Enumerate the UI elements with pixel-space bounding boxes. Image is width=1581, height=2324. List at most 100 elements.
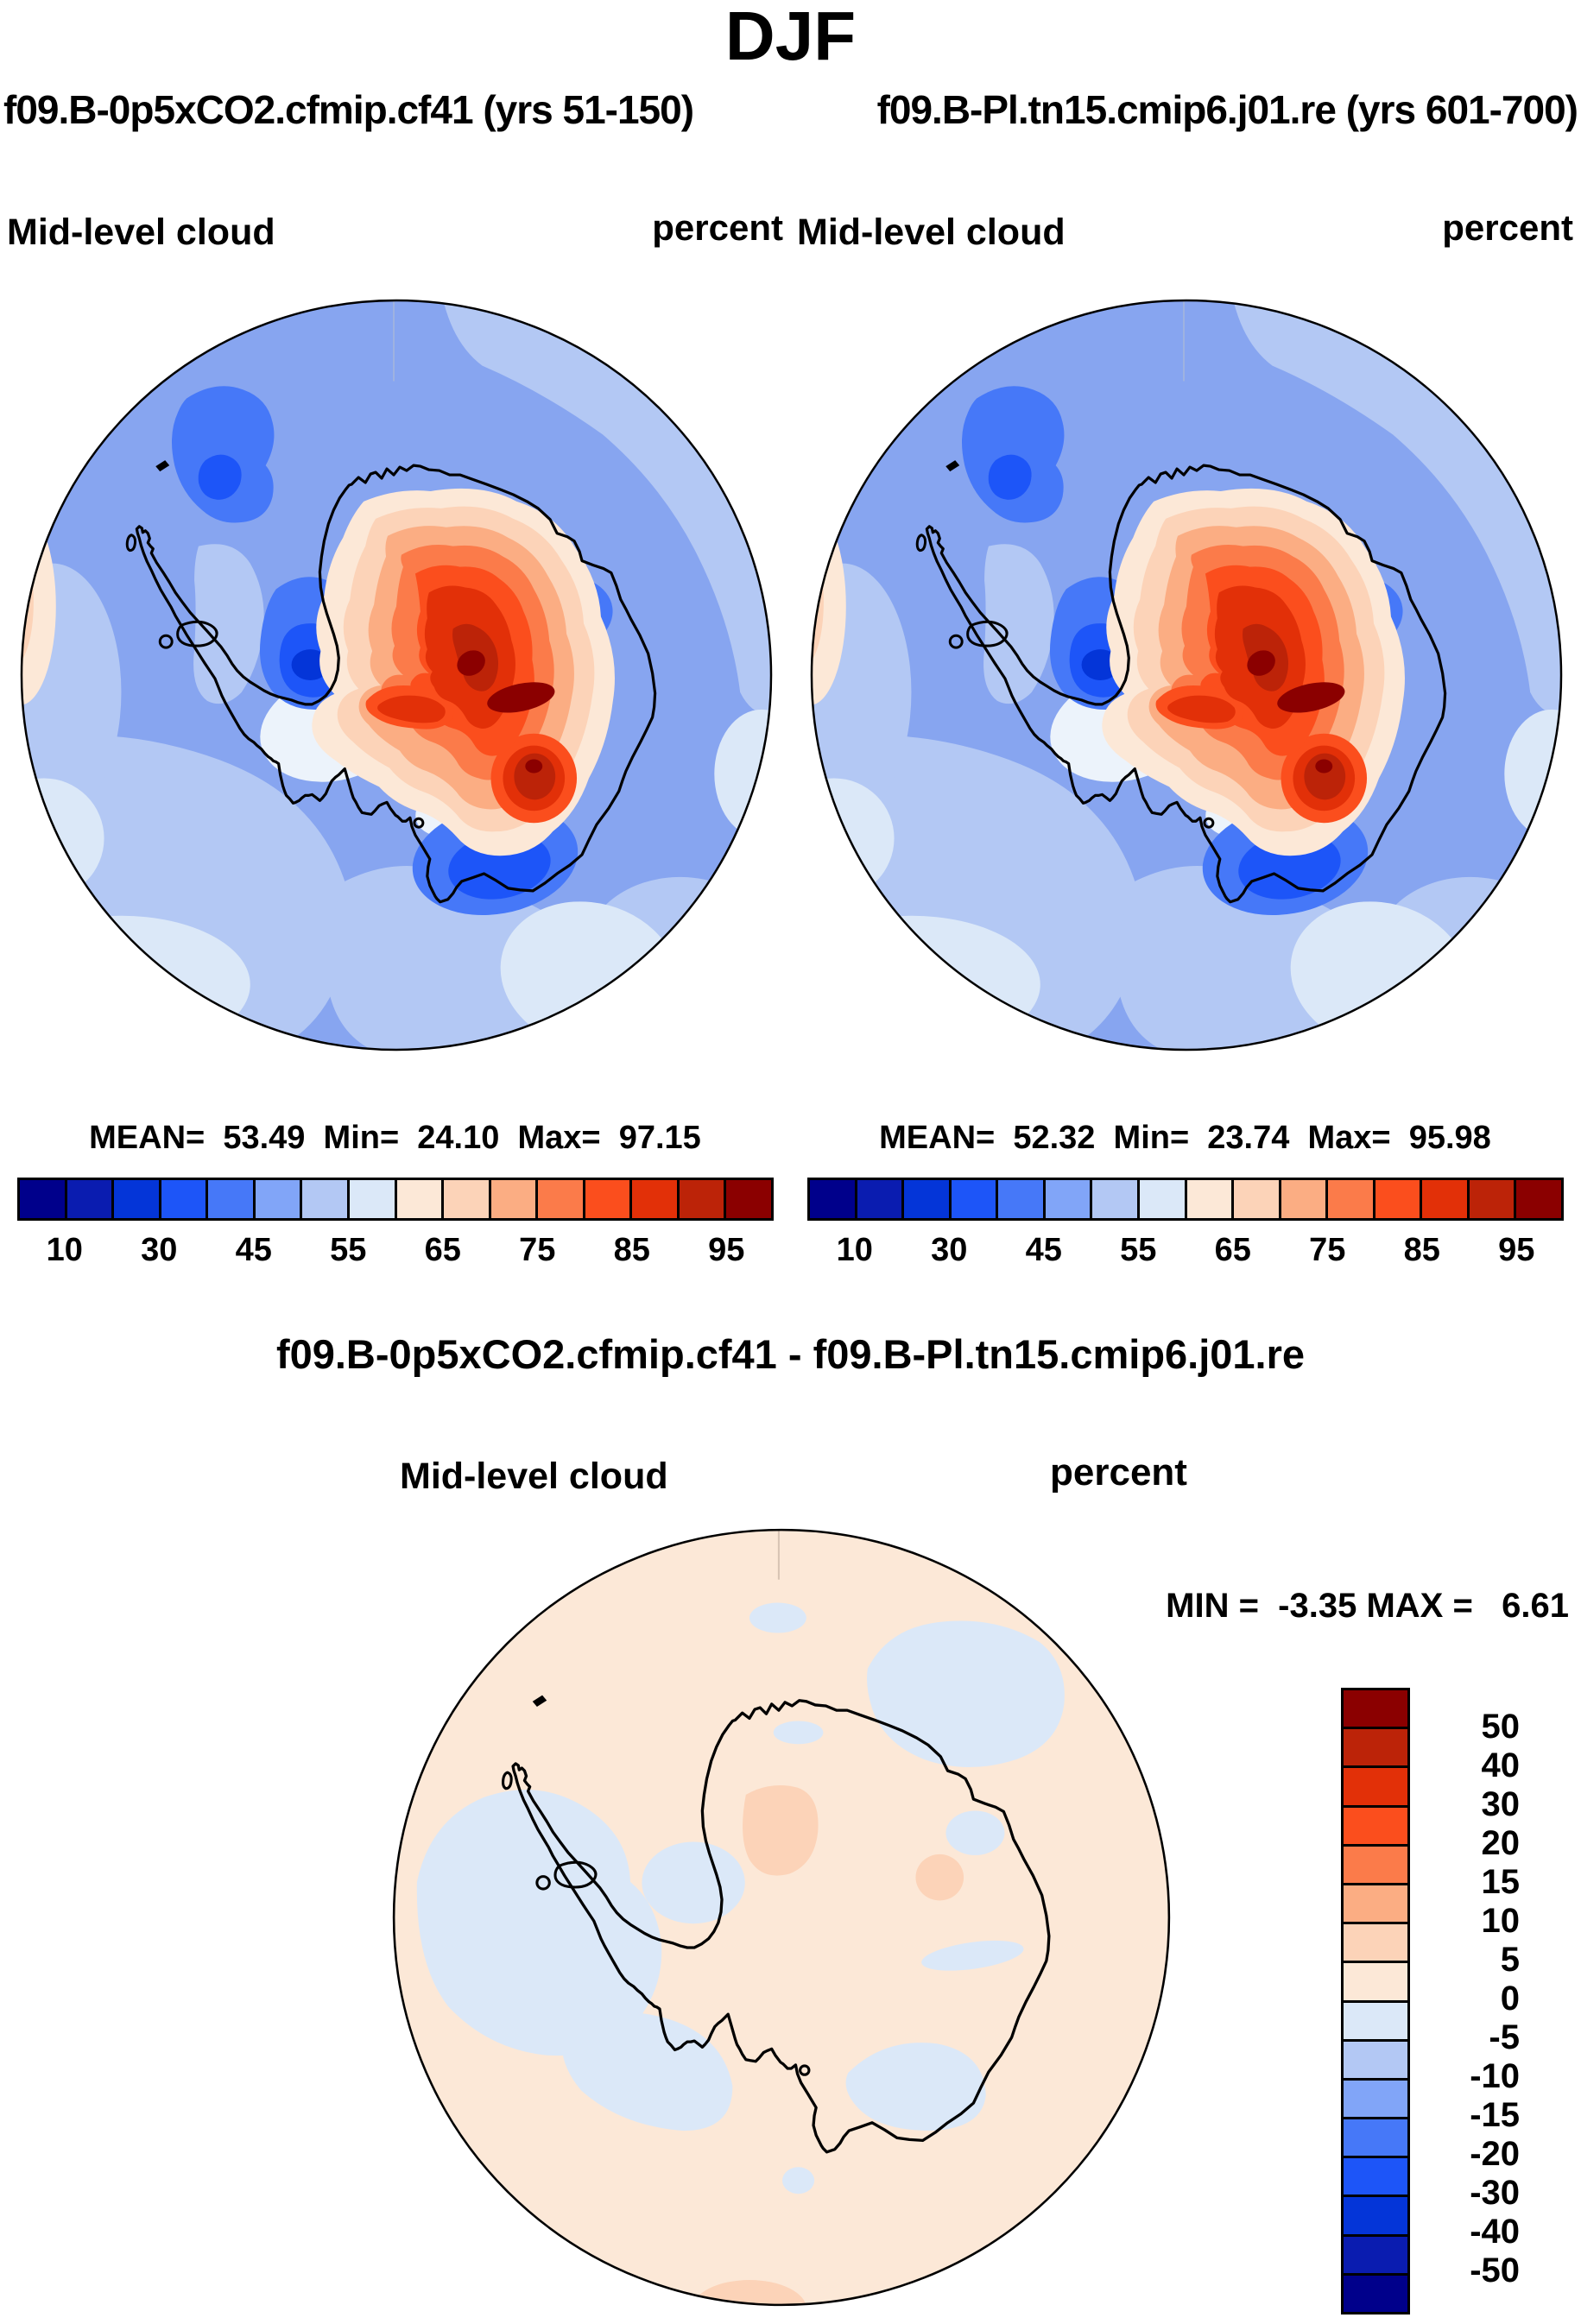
colorbar-segment (161, 1180, 209, 1218)
colorbar-tick: 10 (836, 1232, 873, 1268)
colorbar-segment (1344, 1729, 1407, 1769)
colorbar-segment (679, 1180, 727, 1218)
colorbar-segment (349, 1180, 397, 1218)
colorbar-segment (632, 1180, 680, 1218)
colorbar-segment (1344, 1963, 1407, 2003)
diff-colorbar (1341, 1688, 1410, 2315)
colorbar-segment (396, 1180, 445, 1218)
colorbar-segment (1469, 1180, 1517, 1218)
case-label-right: f09.B-Pl.tn15.cmip6.j01.re (yrs 601-700) (876, 87, 1578, 132)
stats-line: MEAN= 52.32 Min= 23.74 Max= 95.98 (879, 1120, 1491, 1156)
stats-line: MEAN= 53.49 Min= 24.10 Max= 97.15 (89, 1120, 701, 1156)
colorbar-tick: 95 (1498, 1232, 1535, 1268)
colorbar-segment (1344, 1690, 1407, 1730)
colorbar-segment (302, 1180, 350, 1218)
colorbar-tick: -15 (1470, 2096, 1520, 2134)
field-label: Mid-level cloud (7, 212, 275, 253)
colorbar-segment (208, 1180, 256, 1218)
colorbar-segment (255, 1180, 303, 1218)
colorbar-tick: 20 (1481, 1824, 1521, 1862)
field-label: Mid-level cloud (797, 212, 1066, 253)
colorbar-ticks-left: 10 30 45 55 65 75 85 95 (17, 1234, 774, 1270)
colorbar-segment (1344, 2197, 1407, 2237)
colorbar-segment (1186, 1180, 1235, 1218)
diff-field-label: Mid-level cloud (400, 1456, 668, 1497)
colorbar-segment (20, 1180, 67, 1218)
colorbar-segment (904, 1180, 952, 1218)
colorbar-tick: 85 (1403, 1232, 1440, 1268)
figure-title: DJF (724, 0, 857, 74)
colorbar-segment (66, 1180, 115, 1218)
diff-title: f09.B-0p5xCO2.cfmip.cf41 - f09.B-Pl.tn15… (275, 1331, 1306, 1377)
colorbar-tick: 75 (1309, 1232, 1346, 1268)
colorbar-tick: 10 (1481, 1902, 1521, 1940)
colorbar-segment (1344, 2080, 1407, 2120)
colorbar-left (17, 1178, 774, 1221)
colorbar-segment (1045, 1180, 1093, 1218)
colorbar-tick: 65 (1214, 1232, 1251, 1268)
colorbar-segment (1344, 1846, 1407, 1885)
colorbar-segment (1092, 1180, 1140, 1218)
colorbar-tick: -5 (1489, 2018, 1520, 2056)
colorbar-segment (726, 1180, 771, 1218)
colorbar-segment (998, 1180, 1046, 1218)
colorbar-segment (1344, 1768, 1407, 1808)
panel-right: Mid-level cloud percent MEAN= 52.32 Min=… (790, 199, 1580, 1278)
colorbar-tick: 40 (1481, 1746, 1521, 1784)
colorbar-tick: -50 (1470, 2251, 1520, 2289)
colorbar-segment (444, 1180, 491, 1218)
diff-minmax-line: MIN = -3.35 MAX = 6.61 (1166, 1587, 1569, 1625)
units-label: percent (652, 207, 783, 248)
colorbar-segment (1234, 1180, 1281, 1218)
colorbar-segment (538, 1180, 585, 1218)
colorbar-segment (1344, 1885, 1407, 1925)
colorbar-tick: 10 (46, 1232, 83, 1268)
colorbar-tick: 30 (931, 1232, 968, 1268)
colorbar-segment (490, 1180, 539, 1218)
cloud-map-right (808, 297, 1565, 1053)
colorbar-tick: 55 (330, 1232, 367, 1268)
colorbar-tick: 0 (1500, 1980, 1520, 2018)
colorbar-segment (1344, 2158, 1407, 2198)
colorbar-segment (1344, 2002, 1407, 2042)
colorbar-tick: 30 (1481, 1785, 1521, 1823)
colorbar-tick: 15 (1481, 1863, 1521, 1901)
colorbar-tick: 75 (519, 1232, 556, 1268)
colorbar-segment (1516, 1180, 1561, 1218)
colorbar-segment (1281, 1180, 1329, 1218)
case-subtitle-row: f09.B-0p5xCO2.cfmip.cf41 (yrs 51-150) f0… (3, 90, 1578, 129)
colorbar-tick: 95 (708, 1232, 745, 1268)
colorbar-tick: 45 (1025, 1232, 1062, 1268)
colorbar-segment (857, 1180, 905, 1218)
colorbar-segment (1422, 1180, 1470, 1218)
colorbar-tick: 50 (1481, 1708, 1521, 1746)
colorbar-tick: 5 (1500, 1941, 1520, 1979)
colorbar-segment (1344, 2236, 1407, 2276)
colorbar-tick: 65 (424, 1232, 461, 1268)
colorbar-segment (585, 1180, 633, 1218)
colorbar-segment (1375, 1180, 1423, 1218)
case-label-left: f09.B-0p5xCO2.cfmip.cf41 (yrs 51-150) (3, 87, 694, 132)
colorbar-tick: 30 (141, 1232, 178, 1268)
diff-colorbar-ticks: 50 40 30 20 15 10 5 0 -5 -10 -15 -20 -30… (1416, 1688, 1520, 2313)
colorbar-tick: -20 (1470, 2135, 1520, 2173)
colorbar-tick: 55 (1120, 1232, 1157, 1268)
panel-left: Mid-level cloud percent MEAN= 53.49 Min=… (0, 199, 790, 1278)
colorbar-segment (951, 1180, 999, 1218)
colorbar-ticks-right: 10 30 45 55 65 75 85 95 (807, 1234, 1564, 1270)
diff-map (390, 1526, 1173, 2308)
colorbar-segment (1328, 1180, 1375, 1218)
cloud-map-left (18, 297, 775, 1053)
units-label: percent (1442, 207, 1573, 248)
colorbar-segment (1139, 1180, 1187, 1218)
colorbar-tick: -10 (1470, 2057, 1520, 2095)
diff-units-label: percent (1050, 1451, 1187, 1494)
colorbar-tick: 85 (613, 1232, 650, 1268)
colorbar-tick: -30 (1470, 2174, 1520, 2212)
colorbar-tick: -40 (1470, 2213, 1520, 2251)
colorbar-segment (1344, 1924, 1407, 1964)
colorbar-segment (1344, 1807, 1407, 1847)
colorbar-segment (1344, 2041, 1407, 2081)
colorbar-segment (810, 1180, 857, 1218)
